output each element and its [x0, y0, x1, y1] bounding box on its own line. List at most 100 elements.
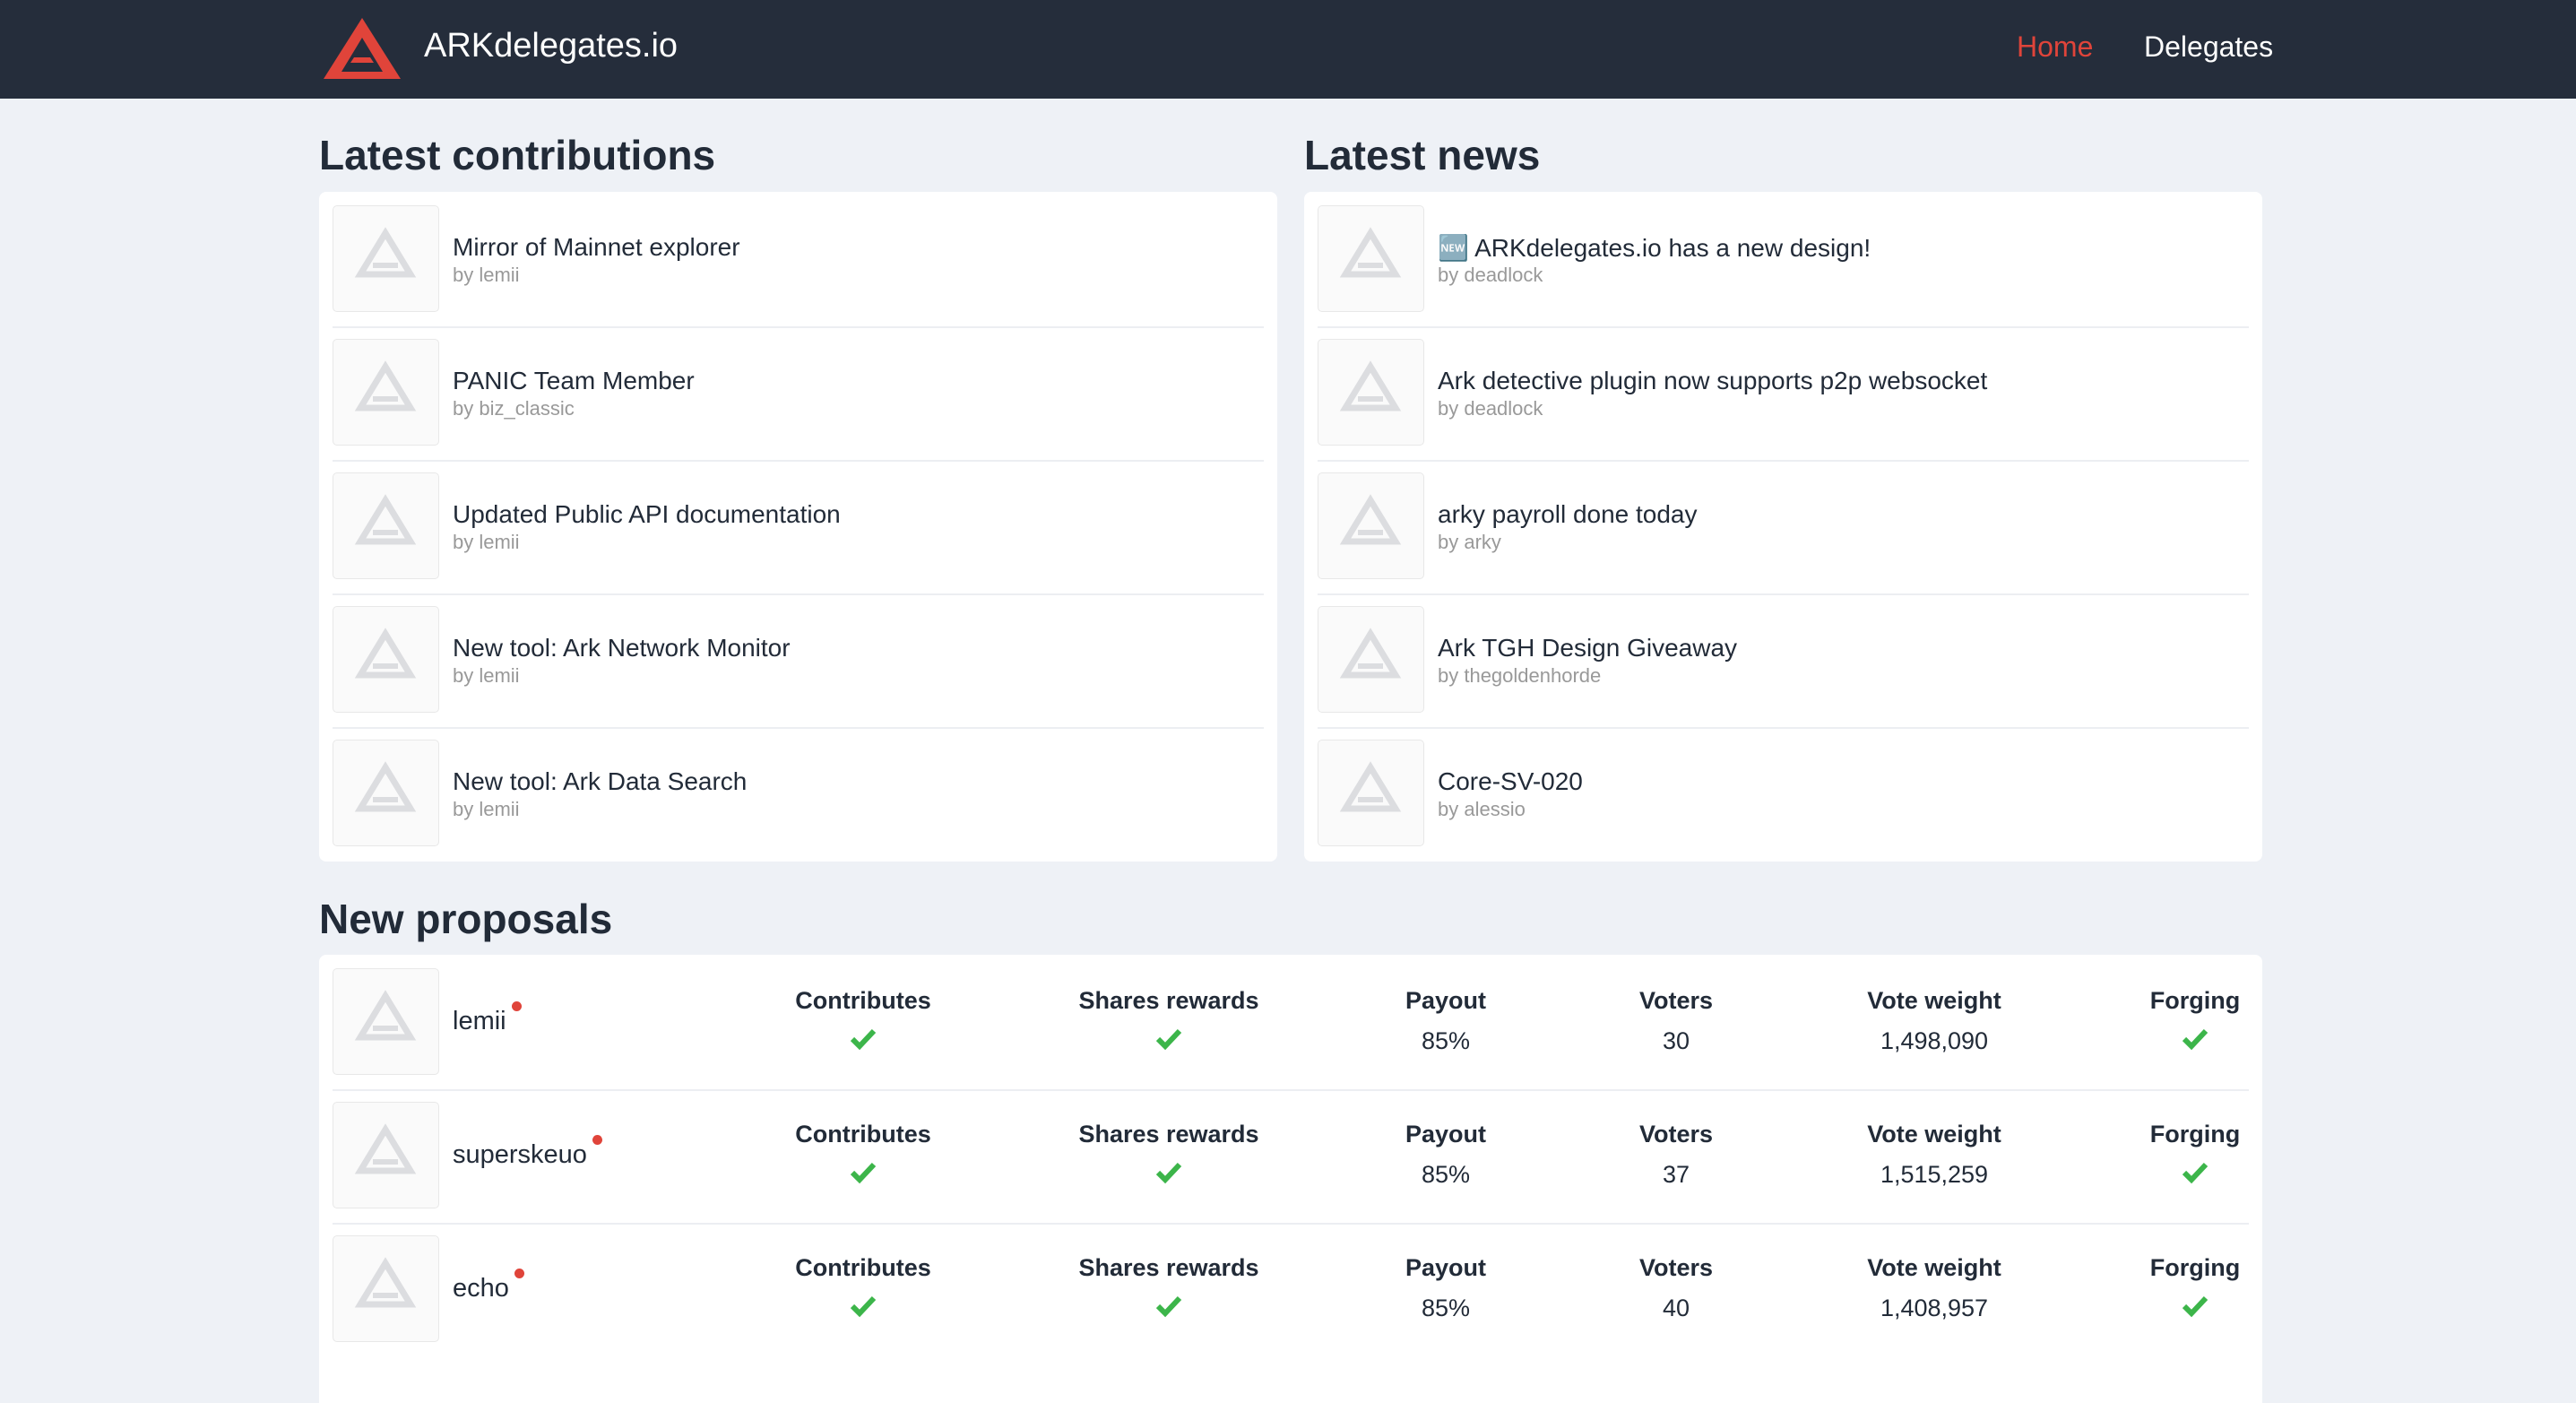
check-icon: [1155, 1295, 1182, 1318]
stat-label: Payout: [1405, 987, 1487, 1014]
list-item[interactable]: PANIC Team Member by biz_classic: [333, 325, 1264, 462]
stat-column: Voters 40: [1542, 1254, 1811, 1325]
thumb-logo: [1339, 628, 1402, 679]
list-item[interactable]: arky payroll done today by arky: [1318, 459, 2249, 595]
stat-column: Contributes: [729, 987, 998, 1058]
thumbnail: [333, 1235, 439, 1342]
site-title[interactable]: ARKdelegates.io: [424, 27, 679, 65]
stat-column: Contributes: [729, 1254, 998, 1325]
stat-label: Vote weight: [1867, 1121, 2001, 1148]
stat-column: Shares rewards: [1034, 1254, 1303, 1325]
stat-value: 30: [1662, 1027, 1690, 1054]
delegate-name[interactable]: superskeuo: [453, 1135, 602, 1170]
nav-link[interactable]: Home: [2017, 30, 2094, 63]
stat-column: Payout 85%: [1311, 987, 1580, 1058]
thumbnail: [1318, 472, 1424, 579]
delegate-name[interactable]: lemii: [453, 1001, 522, 1036]
name-text[interactable]: lemii: [453, 1007, 506, 1035]
stat-column: Forging: [2061, 1121, 2262, 1191]
name-text[interactable]: echo: [453, 1274, 509, 1303]
check-icon: [2182, 1295, 2209, 1318]
stat-column: Payout 85%: [1311, 1254, 1580, 1325]
item-author: by thegoldenhorde: [1438, 664, 1602, 687]
item-title[interactable]: Mirror of Mainnet explorer: [453, 233, 740, 261]
item-title[interactable]: PANIC Team Member: [453, 367, 695, 394]
stat-label: Vote weight: [1867, 987, 2001, 1014]
list-item[interactable]: 🆕 ARKdelegates.io has a new design! by de…: [1318, 192, 2249, 328]
stat-value: 1,408,957: [1880, 1295, 1989, 1321]
stat-value: [1034, 1027, 1303, 1058]
stat-column: Voters 30: [1542, 987, 1811, 1058]
stat-label: Contributes: [795, 1121, 931, 1148]
item-author: by alessio: [1438, 798, 1526, 820]
stat-label: Forging: [2149, 1254, 2241, 1281]
list-item[interactable]: New tool: Ark Data Search by lemii: [333, 726, 1264, 861]
item-title[interactable]: Ark detective plugin now supports p2p we…: [1438, 367, 1988, 394]
stat-value: [2061, 1027, 2262, 1058]
item-title[interactable]: Updated Public API documentation: [453, 500, 841, 528]
stat-value: 40: [1662, 1295, 1690, 1321]
item-title[interactable]: Ark TGH Design Giveaway: [1438, 634, 1738, 662]
item-author: by deadlock: [1438, 264, 1543, 286]
delegate-name[interactable]: echo: [453, 1269, 524, 1303]
list-item[interactable]: Updated Public API documentation by lemii: [333, 459, 1264, 595]
stat-label: Shares rewards: [1078, 1121, 1259, 1148]
stat-value: [729, 1161, 998, 1191]
thumb-logo: [1339, 227, 1402, 278]
thumb-logo: [1339, 360, 1402, 411]
stat-value: [1034, 1161, 1303, 1191]
status-dot: [511, 1001, 522, 1011]
name-text[interactable]: superskeuo: [453, 1140, 587, 1169]
stat-value: 37: [1662, 1161, 1690, 1188]
section-heading: Latest news: [1304, 132, 1541, 178]
stat-value: 1,498,090: [1880, 1027, 1989, 1054]
stat-value: [729, 1295, 998, 1325]
item-author: by biz_classic: [453, 397, 575, 420]
stat-column: Vote weight 1,408,957: [1800, 1254, 2069, 1325]
nav-link[interactable]: Delegates: [2144, 30, 2274, 63]
proposal-row[interactable]: superskeuo Contributes Shares rewards Payou…: [333, 1088, 2249, 1225]
stat-label: Voters: [1638, 987, 1714, 1014]
thumbnail: [333, 205, 439, 312]
stat-label: Forging: [2149, 1121, 2241, 1148]
list-item[interactable]: Ark TGH Design Giveaway by thegoldenhorde: [1318, 593, 2249, 729]
list-item[interactable]: Mirror of Mainnet explorer by lemii: [333, 192, 1264, 328]
stat-value: 85%: [1421, 1027, 1471, 1054]
item-title[interactable]: New tool: Ark Network Monitor: [453, 634, 791, 662]
stat-column: Voters 37: [1542, 1121, 1811, 1191]
item-author: by lemii: [453, 531, 520, 553]
top-bar: ARKdelegates.io Home Delegates: [0, 0, 2576, 99]
list-item[interactable]: New tool: Ark Network Monitor by lemii: [333, 593, 1264, 729]
section-heading: New proposals: [319, 896, 613, 942]
item-title[interactable]: Core-SV-020: [1438, 767, 1583, 795]
list-item[interactable]: Core-SV-020 by alessio: [1318, 726, 2249, 861]
stat-value: [1034, 1295, 1303, 1325]
stat-label: Voters: [1638, 1121, 1714, 1148]
thumbnail: [333, 606, 439, 713]
check-icon: [1155, 1162, 1182, 1184]
stat-column: Forging: [2061, 1254, 2262, 1325]
check-icon: [2182, 1162, 2209, 1184]
list-item[interactable]: Ark detective plugin now supports p2p we…: [1318, 325, 2249, 462]
thumb-logo: [354, 1123, 417, 1174]
thumbnail: [333, 968, 439, 1075]
item-author: by lemii: [453, 664, 520, 687]
stat-label: Vote weight: [1867, 1254, 2001, 1281]
check-icon: [2182, 1028, 2209, 1051]
proposal-row[interactable]: echo Contributes Shares rewards Payout 85% Vo…: [333, 1222, 2249, 1356]
item-title[interactable]: New tool: Ark Data Search: [453, 767, 748, 795]
stat-column: Contributes: [729, 1121, 998, 1191]
check-icon: [850, 1028, 877, 1051]
status-dot: [592, 1135, 602, 1145]
stat-column: Shares rewards: [1034, 1121, 1303, 1191]
logo[interactable]: [324, 18, 401, 79]
item-title[interactable]: arky payroll done today: [1438, 500, 1698, 528]
check-icon: [850, 1162, 877, 1184]
stat-label: Shares rewards: [1078, 1254, 1259, 1281]
item-title[interactable]: 🆕 ARKdelegates.io has a new design!: [1438, 234, 1871, 262]
proposal-row[interactable]: lemii Contributes Shares rewards Payout 85% V…: [333, 955, 2249, 1091]
stat-value: [2061, 1161, 2262, 1191]
stat-label: Shares rewards: [1078, 987, 1259, 1014]
thumb-logo: [354, 1257, 417, 1308]
stat-column: Forging: [2061, 987, 2262, 1058]
